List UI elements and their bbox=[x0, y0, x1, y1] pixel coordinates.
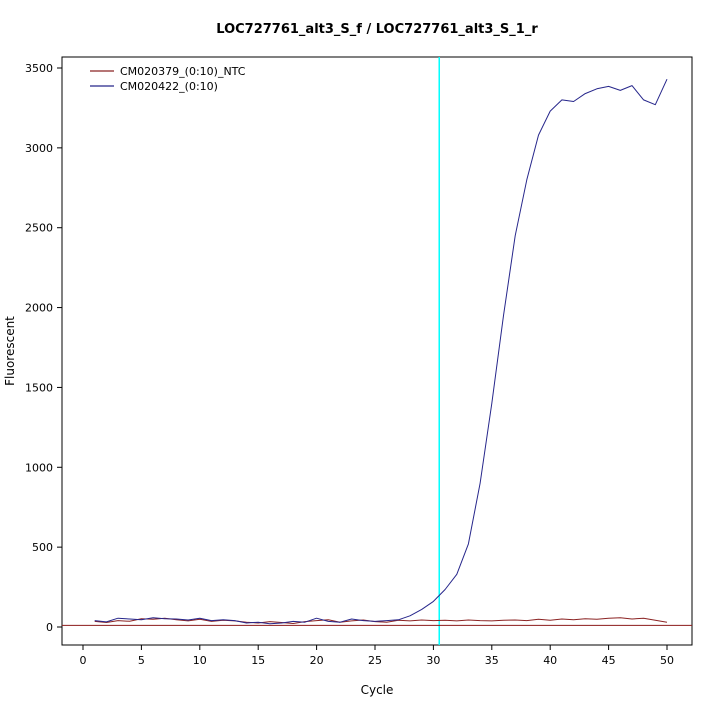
x-tick-label: 15 bbox=[251, 654, 265, 667]
y-tick-label: 0 bbox=[46, 621, 53, 634]
series-line-1 bbox=[94, 78, 668, 625]
x-tick-label: 30 bbox=[426, 654, 440, 667]
x-tick-label: 40 bbox=[543, 654, 557, 667]
x-tick-label: 25 bbox=[368, 654, 382, 667]
series-lines bbox=[62, 57, 692, 645]
x-tick-label: 20 bbox=[310, 654, 324, 667]
x-axis-label: Cycle bbox=[361, 683, 394, 697]
y-tick-label: 500 bbox=[32, 541, 53, 554]
legend-label-sample: CM020422_(0:10) bbox=[120, 80, 218, 93]
y-tick-label: 1000 bbox=[25, 461, 53, 474]
x-tick-label: 50 bbox=[660, 654, 674, 667]
x-tick-label: 5 bbox=[138, 654, 145, 667]
legend: CM020379_(0:10)_NTC CM020422_(0:10) bbox=[90, 65, 246, 93]
x-tick-label: 10 bbox=[193, 654, 207, 667]
x-tick-label: 45 bbox=[602, 654, 616, 667]
y-tick-label: 3000 bbox=[25, 142, 53, 155]
axes: 0 5 10 15 20 25 30 35 40 45 5005001000150020002500… bbox=[25, 56, 693, 667]
plot-title: LOC727761_alt3_S_f / LOC727761_alt3_S_1_… bbox=[216, 22, 538, 37]
y-tick-label: 3500 bbox=[25, 62, 53, 75]
x-tick-label: 35 bbox=[485, 654, 499, 667]
y-tick-label: 2000 bbox=[25, 302, 53, 315]
y-tick-label: 2500 bbox=[25, 222, 53, 235]
legend-label-ntc: CM020379_(0:10)_NTC bbox=[120, 65, 246, 78]
y-tick-label: 1500 bbox=[25, 381, 53, 394]
y-axis-label: Fluorescent bbox=[3, 316, 17, 386]
series-line-0 bbox=[94, 617, 668, 624]
x-tick-label: 0 bbox=[80, 654, 87, 667]
